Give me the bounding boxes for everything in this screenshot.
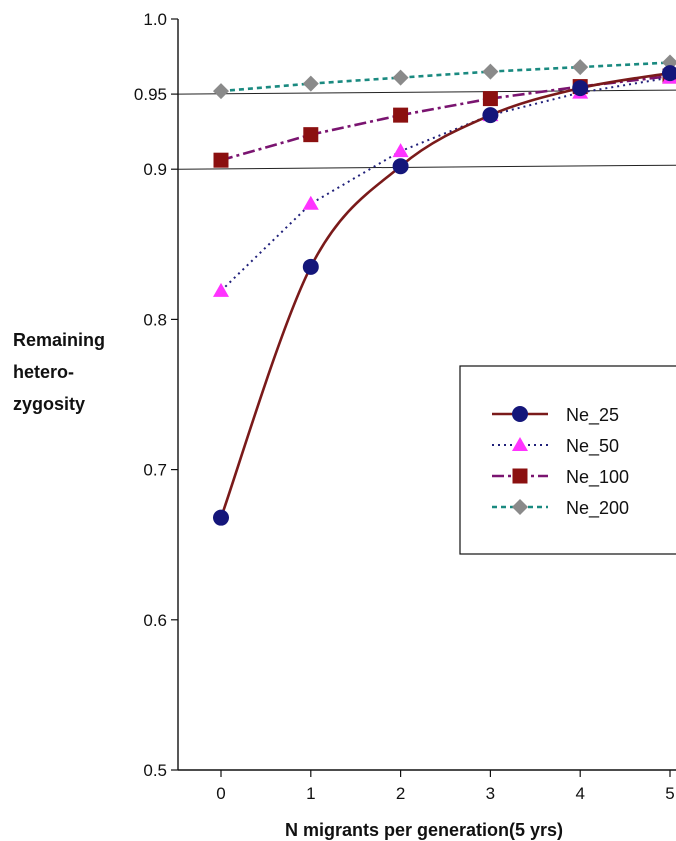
y-tick-label-3: 0.8 (143, 310, 167, 329)
data-point-ne-200-3 (482, 63, 499, 80)
x-tick-label-0: 0 (216, 784, 225, 803)
data-point-ne-25-4 (572, 80, 589, 97)
data-point-ne-100-1 (303, 127, 319, 143)
data-point-ne-100-2 (393, 107, 409, 123)
data-point-ne-200-4 (572, 59, 589, 76)
data-point-ne-100-3 (482, 91, 498, 107)
data-point-ne-25-3 (482, 107, 499, 124)
data-point-ne-25-0 (213, 509, 229, 526)
series-line-ne-50 (220, 76, 671, 292)
legend-label-ne-200: Ne_200 (566, 498, 629, 519)
data-point-ne-50-2 (392, 143, 409, 158)
series-ne-200 (213, 54, 676, 100)
y-tick-label-2: 0.7 (143, 461, 167, 480)
tick-labels: 0.5 0.6 0.7 0.8 0.9 0.95 1.0 0 1 2 3 4 5 (134, 10, 675, 803)
reference-line-0 (177, 164, 676, 170)
series-ne-25 (213, 65, 676, 526)
data-point-ne-25-2 (392, 158, 409, 175)
x-tick-label-4: 4 (575, 784, 584, 803)
y-tick-label-6: 1.0 (143, 10, 167, 29)
legend-marker-ne-25 (512, 406, 528, 422)
y-tick-label-4: 0.9 (143, 160, 167, 179)
data-point-ne-25-5 (662, 65, 676, 82)
reference-lines (177, 89, 676, 170)
data-point-ne-200-2 (392, 69, 409, 86)
legend-marker-ne-50 (512, 437, 528, 451)
y-tick-label-0: 0.5 (143, 761, 167, 780)
legend-box (459, 365, 676, 555)
legend: Ne_25 Ne_50 Ne_100 Ne_200 (459, 365, 676, 555)
axes (171, 18, 676, 777)
legend-marker-ne-200 (512, 499, 528, 515)
reference-line-1 (177, 89, 676, 95)
series-ne-50 (213, 69, 676, 297)
data-point-ne-50-0 (213, 282, 229, 297)
series (213, 54, 676, 526)
series-line-ne-200 (220, 61, 671, 93)
data-point-ne-25-1 (302, 258, 319, 275)
data-point-ne-200-0 (213, 83, 229, 100)
x-tick-label-3: 3 (486, 784, 495, 803)
data-point-ne-200-1 (302, 75, 319, 92)
data-point-ne-50-1 (302, 195, 319, 210)
x-tick-label-2: 2 (396, 784, 405, 803)
x-tick-label-5: 5 (665, 784, 674, 803)
x-axis-title: N migrants per generation(5 yrs) (285, 820, 563, 840)
legend-label-ne-50: Ne_50 (566, 436, 619, 457)
y-tick-label-1: 0.6 (143, 611, 167, 630)
y-tick-label-5: 0.95 (134, 85, 167, 104)
y-axis-title-line-1: Remaining (13, 330, 105, 350)
x-tick-label-1: 1 (306, 784, 315, 803)
series-line-ne-100 (220, 74, 671, 162)
legend-marker-ne-100 (512, 468, 528, 484)
data-point-ne-100-0 (213, 152, 229, 168)
legend-label-ne-25: Ne_25 (566, 405, 619, 426)
legend-label-ne-100: Ne_100 (566, 467, 629, 488)
y-axis-title-line-2: hetero- (13, 362, 74, 382)
y-axis-title-line-3: zygosity (13, 394, 85, 414)
